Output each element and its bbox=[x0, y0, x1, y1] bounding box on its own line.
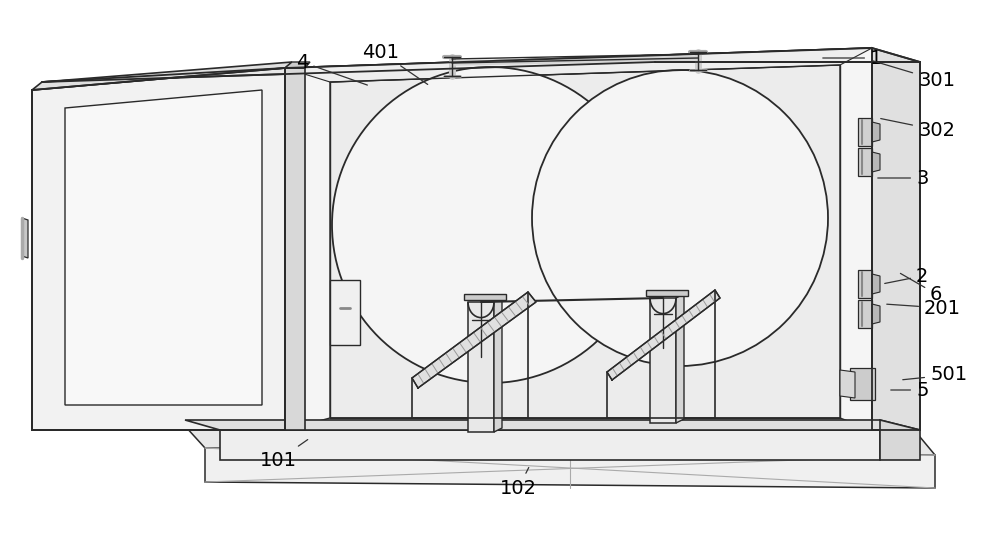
Polygon shape bbox=[285, 68, 305, 430]
Polygon shape bbox=[185, 420, 920, 430]
Polygon shape bbox=[175, 415, 935, 455]
Text: 6: 6 bbox=[900, 274, 942, 304]
Polygon shape bbox=[872, 274, 880, 294]
Polygon shape bbox=[42, 48, 872, 82]
Polygon shape bbox=[285, 48, 872, 82]
Text: 301: 301 bbox=[873, 61, 955, 90]
Polygon shape bbox=[676, 294, 684, 423]
Polygon shape bbox=[872, 304, 880, 324]
Polygon shape bbox=[850, 368, 875, 400]
Polygon shape bbox=[858, 300, 872, 328]
Polygon shape bbox=[607, 290, 720, 380]
Polygon shape bbox=[858, 118, 872, 146]
Polygon shape bbox=[285, 418, 872, 430]
Ellipse shape bbox=[332, 67, 648, 383]
Polygon shape bbox=[468, 302, 494, 432]
Polygon shape bbox=[858, 148, 872, 176]
Polygon shape bbox=[22, 218, 28, 258]
Polygon shape bbox=[872, 48, 920, 430]
Polygon shape bbox=[494, 298, 502, 432]
Polygon shape bbox=[285, 48, 872, 430]
Text: 2: 2 bbox=[885, 266, 928, 285]
Polygon shape bbox=[858, 270, 872, 298]
Polygon shape bbox=[412, 292, 536, 388]
Polygon shape bbox=[880, 420, 920, 460]
Polygon shape bbox=[205, 448, 935, 488]
Polygon shape bbox=[646, 290, 688, 296]
Text: 101: 101 bbox=[260, 440, 308, 469]
Text: 1: 1 bbox=[823, 48, 882, 67]
Polygon shape bbox=[840, 370, 855, 398]
Text: 5: 5 bbox=[891, 380, 928, 400]
Polygon shape bbox=[285, 62, 310, 68]
Ellipse shape bbox=[532, 70, 828, 366]
Polygon shape bbox=[32, 62, 292, 90]
Polygon shape bbox=[330, 65, 840, 418]
Polygon shape bbox=[650, 298, 676, 423]
Text: 401: 401 bbox=[362, 42, 428, 85]
Text: 4: 4 bbox=[296, 52, 367, 85]
Text: 102: 102 bbox=[500, 468, 537, 498]
Polygon shape bbox=[464, 294, 506, 300]
Polygon shape bbox=[32, 68, 285, 430]
Polygon shape bbox=[220, 430, 880, 460]
Text: 501: 501 bbox=[903, 365, 967, 385]
Polygon shape bbox=[872, 152, 880, 172]
Text: 3: 3 bbox=[878, 168, 928, 187]
Polygon shape bbox=[330, 280, 360, 345]
Polygon shape bbox=[65, 90, 262, 405]
Text: 302: 302 bbox=[881, 118, 955, 140]
Text: 201: 201 bbox=[887, 299, 961, 317]
Polygon shape bbox=[872, 122, 880, 142]
